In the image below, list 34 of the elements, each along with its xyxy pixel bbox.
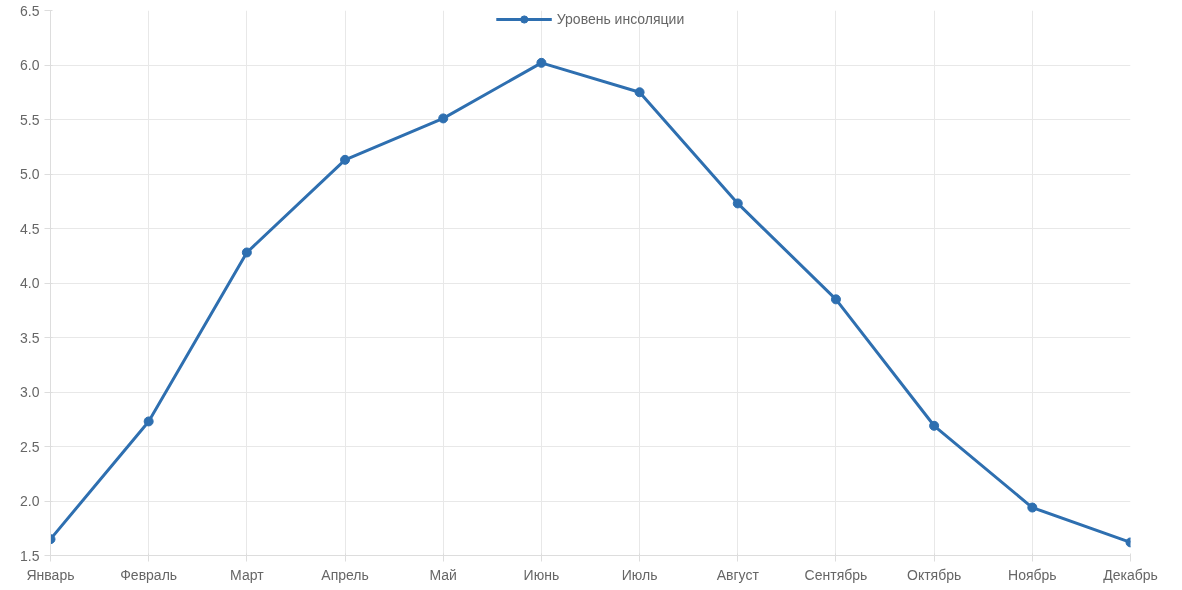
y-tick-label: 1.5 [20,547,40,564]
x-tick-label: Май [429,566,457,583]
x-tick-label: Июнь [523,566,560,583]
y-tick-label: 3.0 [20,384,40,400]
x-tick-label: Апрель [321,566,369,583]
point [438,113,449,124]
x-tick-label: Март [230,566,265,583]
point [732,198,743,209]
point [241,247,252,258]
x-tick-label: Февраль [120,566,178,583]
x-tick-label: Декабрь [1103,566,1158,583]
point [340,154,351,165]
x-tick-label: Октябрь [907,566,962,583]
point [1027,502,1038,513]
x-tick-label: Январь [26,566,75,583]
point [536,57,547,68]
x-tick-label: Июль [621,566,658,583]
point [830,294,841,305]
y-tick-label: 3.5 [20,329,40,346]
y-tick-label: 6.0 [20,57,40,73]
x-tick-label: Ноябрь [1008,566,1057,583]
y-tick-label: 5.5 [20,111,40,128]
legend-label: Уровень инсоляции [556,11,685,27]
y-tick-label: 2.5 [20,438,40,455]
x-tick-label: Август [716,566,760,583]
point [143,416,154,427]
y-tick-label: 6.5 [20,2,40,19]
y-tick-label: 5.0 [20,166,40,182]
x-tick-label: Сентябрь [804,566,868,583]
point [634,87,645,98]
y-tick-label: 4.0 [20,275,40,291]
y-tick-label: 2.0 [20,493,40,509]
y-tick-label: 4.5 [20,220,40,237]
point [929,420,940,431]
